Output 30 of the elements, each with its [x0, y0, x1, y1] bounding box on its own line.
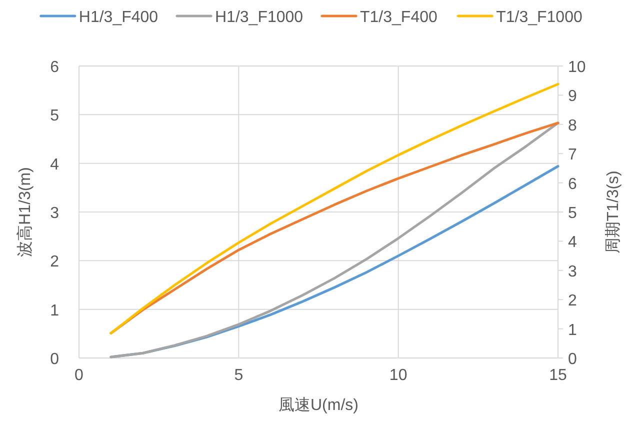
legend-label: H1/3_F1000	[215, 9, 304, 26]
y-tick-label: 0	[50, 351, 60, 368]
x-tick-label: 15	[549, 367, 567, 384]
y-axis-title: 波高H1/3(m)	[16, 167, 34, 257]
y2-tick-label: 5	[568, 205, 577, 222]
y2-tick-label: 0	[568, 351, 577, 368]
y2-tick-label: 1	[568, 322, 577, 339]
x-tick-label: 0	[74, 367, 84, 384]
y2-tick-label: 2	[568, 292, 577, 310]
y2-tick-label: 3	[568, 263, 577, 280]
y2-tick-label: 4	[568, 234, 577, 252]
y2-tick-label: 7	[568, 146, 577, 164]
line-series	[110, 82, 560, 334]
x-axis-title: 風速U(m/s)	[278, 396, 358, 414]
y-tick-label: 1	[50, 302, 60, 320]
y-tick-label: 6	[50, 59, 60, 76]
legend-label: T1/3_F400	[360, 9, 438, 26]
y-tick-label: 2	[50, 254, 60, 271]
legend-label: H1/3_F400	[78, 9, 158, 26]
x-tick-label: 5	[234, 367, 244, 384]
y-tick-label: 3	[50, 205, 60, 222]
y2-tick-label: 6	[568, 176, 577, 193]
y-tick-label: 4	[50, 156, 60, 174]
y2-tick-label: 8	[568, 117, 577, 134]
y2-tick-label: 10	[568, 59, 586, 76]
y-tick-label: 5	[50, 108, 60, 125]
y2-axis-title: 周期T1/3(s)	[604, 170, 622, 254]
y2-tick-label: 9	[568, 88, 577, 106]
legend-label: T1/3_F1000	[496, 9, 582, 26]
x-tick-label: 10	[389, 367, 408, 384]
